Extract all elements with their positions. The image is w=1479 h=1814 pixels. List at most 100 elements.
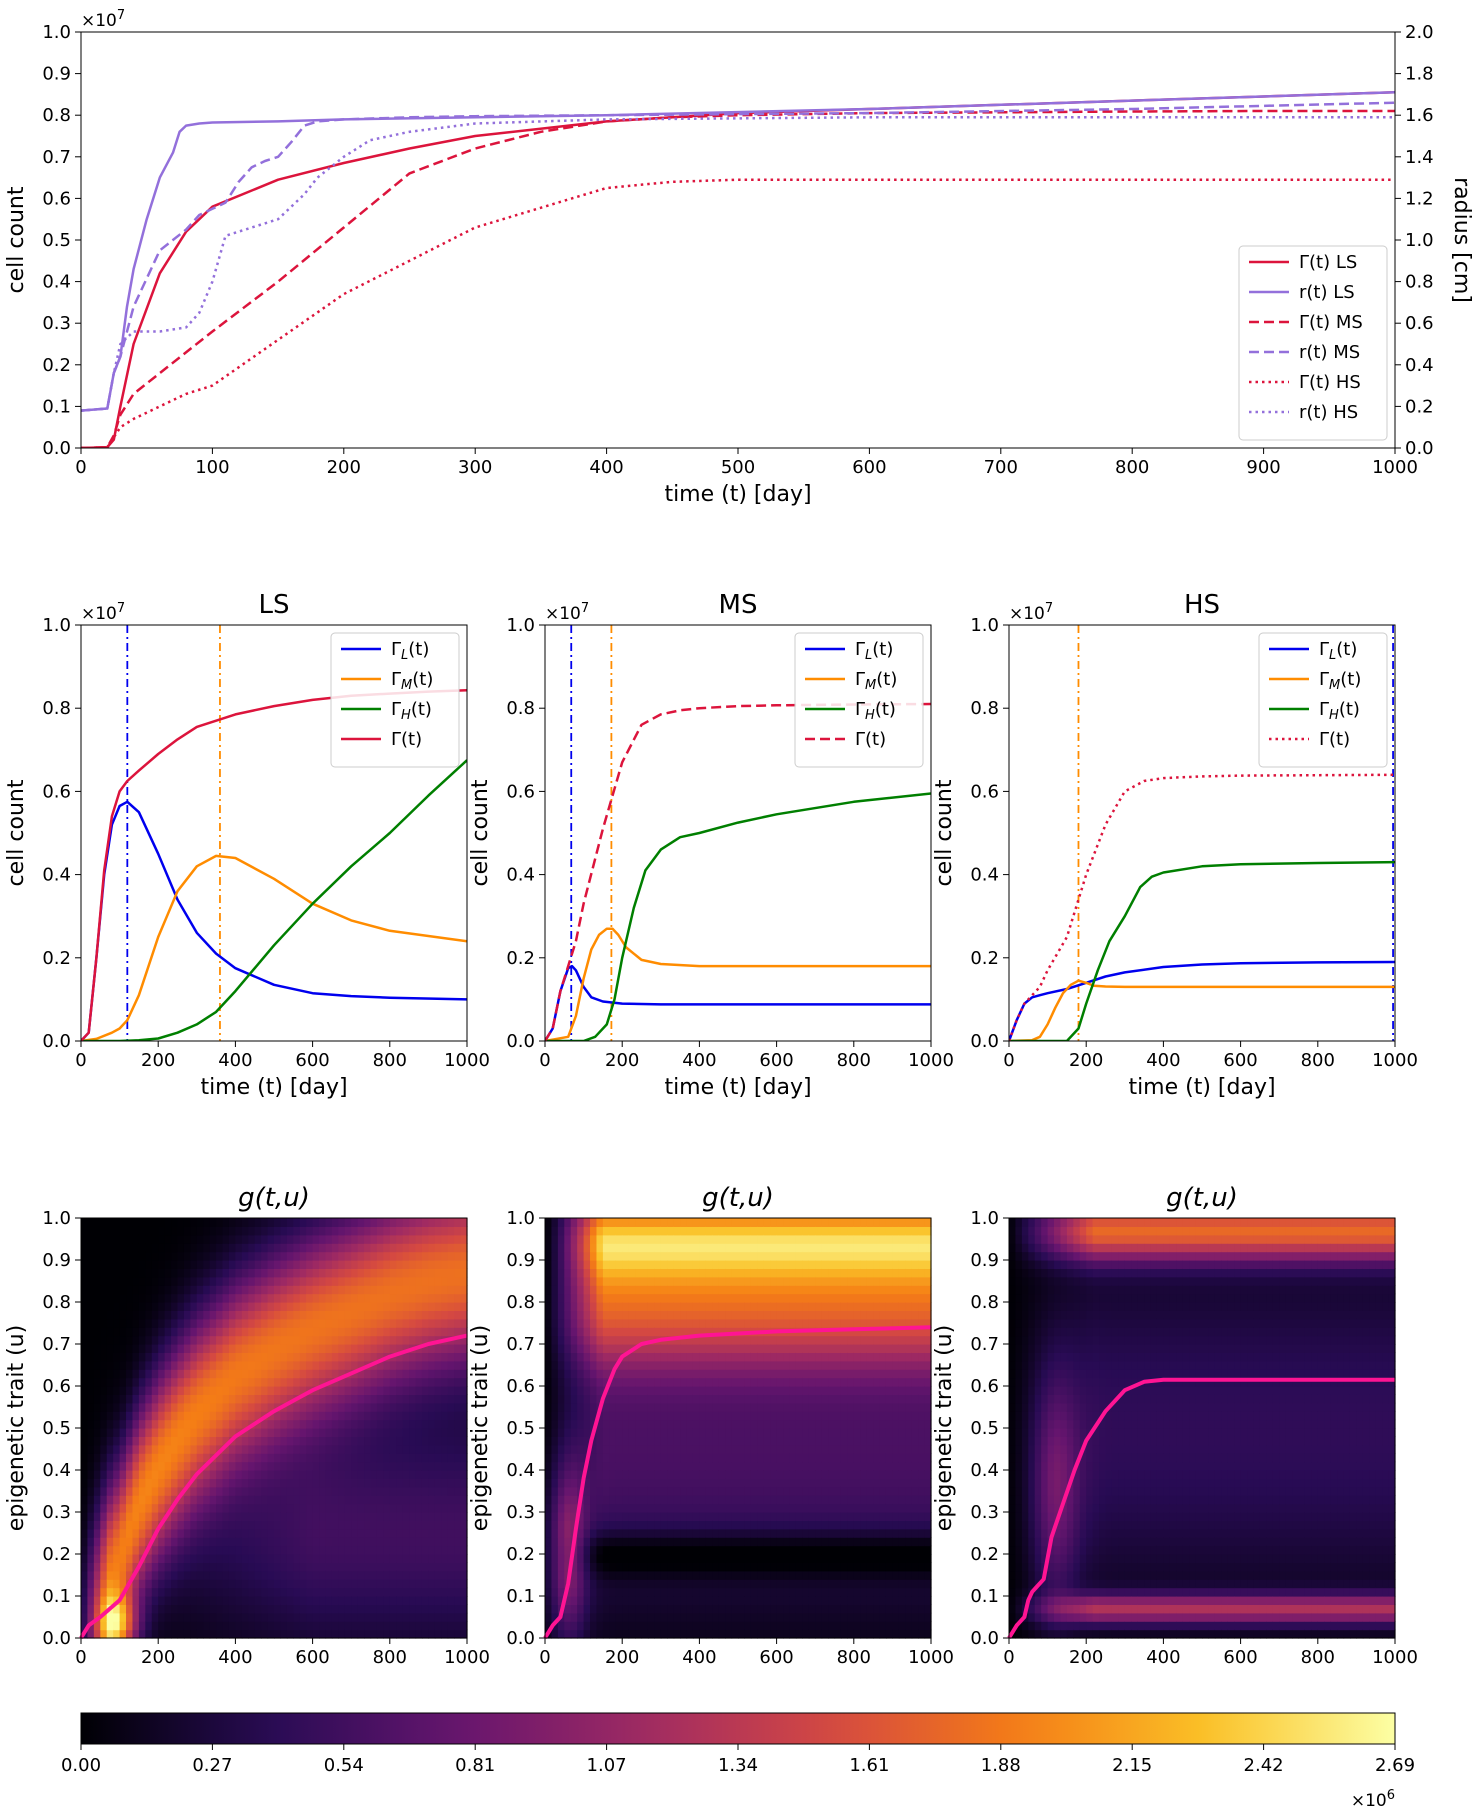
- heatmap-cell: [351, 1495, 359, 1505]
- heatmap-cell: [177, 1419, 185, 1429]
- heatmap-cell: [87, 1436, 95, 1446]
- heatmap-cell: [196, 1562, 204, 1572]
- heatmap-cell: [686, 1621, 694, 1631]
- heatmap-cell: [286, 1621, 294, 1631]
- series-line-4: [81, 178, 1395, 448]
- heatmap-cell: [421, 1344, 429, 1353]
- heatmap-cell: [680, 1461, 688, 1471]
- heatmap-cell: [551, 1234, 559, 1244]
- heatmap-cell: [93, 1218, 101, 1227]
- heatmap-cell: [319, 1327, 327, 1337]
- heatmap-cell: [660, 1528, 668, 1538]
- heatmap-cell: [203, 1596, 211, 1605]
- heatmap-cell: [177, 1293, 185, 1303]
- heatmap-cell: [228, 1512, 236, 1521]
- heatmap-cell: [254, 1260, 262, 1269]
- heatmap-cell: [267, 1276, 275, 1286]
- heatmap-cell: [299, 1587, 307, 1597]
- heatmap-cell: [409, 1621, 417, 1631]
- heatmap-cell: [319, 1234, 327, 1244]
- heatmap-cell: [551, 1302, 559, 1311]
- heatmap-cell: [583, 1360, 591, 1370]
- heatmap-cell: [338, 1218, 346, 1227]
- heatmap-cell: [635, 1587, 643, 1597]
- heatmap-cell: [750, 1461, 758, 1471]
- heatmap-cell: [299, 1352, 307, 1362]
- heatmap-cell: [628, 1528, 636, 1538]
- heatmap-cell: [434, 1402, 442, 1412]
- heatmap-cell: [235, 1243, 243, 1253]
- heatmap-cell: [609, 1428, 617, 1437]
- heatmap-cell: [622, 1478, 630, 1488]
- heatmap-cell: [196, 1503, 204, 1513]
- heatmap-cell: [177, 1302, 185, 1311]
- heatmap-cell: [241, 1428, 249, 1437]
- heatmap-cell: [293, 1402, 301, 1412]
- heatmap-cell: [757, 1554, 765, 1563]
- heatmap-cell: [183, 1579, 191, 1589]
- heatmap-cell: [680, 1411, 688, 1421]
- heatmap-cell: [267, 1411, 275, 1421]
- heatmap-cell: [402, 1604, 410, 1614]
- heatmap-cell: [731, 1562, 739, 1572]
- heatmap-cell: [545, 1520, 553, 1530]
- heatmap-cell: [235, 1411, 243, 1421]
- heatmap-cell: [81, 1310, 89, 1320]
- heatmap-cell: [545, 1562, 553, 1572]
- heatmap-cell: [222, 1377, 230, 1387]
- heatmap-cell: [325, 1234, 333, 1244]
- heatmap-cell: [106, 1570, 114, 1580]
- heatmap-cell: [370, 1386, 378, 1395]
- heatmap-cell: [158, 1545, 166, 1555]
- heatmap-cell: [100, 1226, 108, 1236]
- heatmap-cell: [750, 1234, 758, 1244]
- heatmap-cell: [667, 1528, 675, 1538]
- heatmap-cell: [357, 1428, 365, 1437]
- heatmap-cell: [692, 1629, 700, 1639]
- heatmap-cell: [235, 1444, 243, 1454]
- heatmap-cell: [718, 1394, 726, 1404]
- heatmap-cell: [235, 1302, 243, 1311]
- heatmap-cell: [647, 1604, 655, 1614]
- heatmap-cell: [306, 1444, 314, 1454]
- heatmap-cell: [389, 1612, 397, 1622]
- heatmap-cell: [138, 1512, 146, 1521]
- heatmap-cell: [622, 1512, 630, 1521]
- heatmap-cell: [583, 1318, 591, 1328]
- heatmap-cell: [383, 1587, 391, 1597]
- heatmap-cell: [93, 1260, 101, 1269]
- heatmap-cell: [628, 1419, 636, 1429]
- heatmap-cell: [138, 1621, 146, 1631]
- heatmap-cell: [454, 1276, 462, 1286]
- heatmap-cell: [434, 1520, 442, 1530]
- heatmap-cell: [705, 1318, 713, 1328]
- heatmap-cell: [454, 1604, 462, 1614]
- heatmap-cell: [570, 1444, 578, 1454]
- heatmap-cell: [164, 1444, 172, 1454]
- heatmap-cell: [376, 1386, 384, 1395]
- heatmap-cell: [454, 1545, 462, 1555]
- heatmap-cell: [376, 1562, 384, 1572]
- axes-frame: [544, 624, 932, 1042]
- heatmap-cell: [660, 1596, 668, 1605]
- heatmap-cell: [428, 1453, 436, 1463]
- heatmap-cell: [203, 1495, 211, 1505]
- heatmap-cell: [222, 1495, 230, 1505]
- heatmap-cell: [293, 1369, 301, 1379]
- heatmap-cell: [183, 1411, 191, 1421]
- heatmap-cell: [126, 1503, 134, 1513]
- heatmap-cell: [731, 1234, 739, 1244]
- heatmap-cell: [409, 1612, 417, 1622]
- heatmap-cell: [203, 1554, 211, 1563]
- heatmap-cell: [164, 1394, 172, 1404]
- heatmap-cell: [454, 1318, 462, 1328]
- heatmap-cell: [151, 1512, 159, 1521]
- heatmap-cell: [454, 1285, 462, 1295]
- heatmap-cell: [119, 1629, 127, 1639]
- heatmap-cell: [402, 1411, 410, 1421]
- heatmap-cell: [744, 1285, 752, 1295]
- heatmap-cell: [545, 1528, 553, 1538]
- legend-subscript: M: [865, 678, 876, 693]
- heatmap-cell: [81, 1428, 89, 1437]
- heatmap-cell: [738, 1461, 746, 1471]
